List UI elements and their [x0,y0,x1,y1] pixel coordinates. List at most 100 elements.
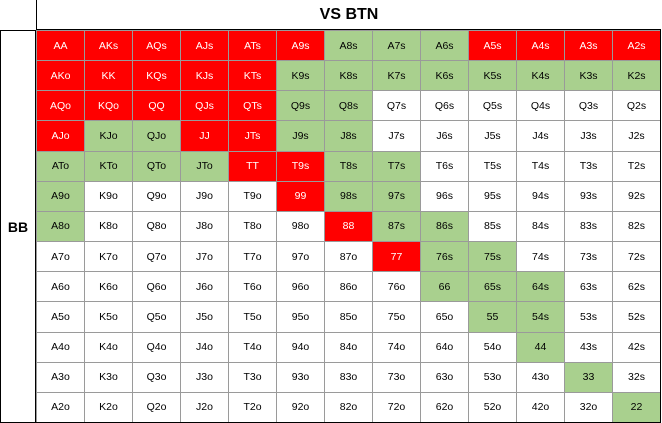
hand-cell[interactable]: 66 [420,271,468,302]
hand-cell[interactable]: A2s [612,30,660,61]
hand-cell[interactable]: 83s [564,210,612,242]
hand-cell[interactable]: 65s [468,271,516,302]
hand-cell[interactable]: J8s [324,120,372,151]
hand-cell[interactable]: Q6o [132,271,180,302]
hand-cell[interactable]: A8s [324,30,372,61]
hand-cell[interactable]: 72s [612,241,660,272]
hand-cell[interactable]: J8o [180,210,228,242]
hand-cell[interactable]: JTo [180,150,228,181]
hand-cell[interactable]: KTs [228,60,276,91]
hand-cell[interactable]: A7o [36,241,84,272]
hand-cell[interactable]: KJs [180,60,228,91]
hand-cell[interactable]: 54s [516,301,564,332]
hand-cell[interactable]: Q6s [420,90,468,121]
hand-cell[interactable]: A5s [468,30,516,61]
hand-cell[interactable]: J7s [372,120,420,151]
hand-cell[interactable]: K3s [564,60,612,91]
hand-cell[interactable]: Q7s [372,90,420,121]
hand-cell[interactable]: 53o [468,361,516,392]
hand-cell[interactable]: A2o [36,391,84,422]
hand-cell[interactable]: QJo [132,120,180,151]
hand-cell[interactable]: 54o [468,331,516,362]
hand-cell[interactable]: 94o [276,331,324,362]
hand-cell[interactable]: AJo [36,120,84,151]
hand-cell[interactable]: K8s [324,60,372,91]
hand-cell[interactable]: QTo [132,150,180,181]
hand-cell[interactable]: 74s [516,241,564,272]
hand-cell[interactable]: AKo [36,60,84,91]
hand-cell[interactable]: 98o [276,210,324,242]
hand-cell[interactable]: Q3s [564,90,612,121]
hand-cell[interactable]: K2o [84,391,132,422]
hand-cell[interactable]: A3o [36,361,84,392]
hand-cell[interactable]: K4s [516,60,564,91]
hand-cell[interactable]: AJs [180,30,228,61]
hand-cell[interactable]: 43s [564,331,612,362]
hand-cell[interactable]: J2o [180,391,228,422]
hand-cell[interactable]: Q4o [132,331,180,362]
hand-cell[interactable]: A6o [36,271,84,302]
hand-cell[interactable]: 62o [420,391,468,422]
hand-cell[interactable]: T5s [468,150,516,181]
hand-cell[interactable]: T5o [228,301,276,332]
hand-cell[interactable]: J6s [420,120,468,151]
hand-cell[interactable]: 98s [324,180,372,211]
hand-cell[interactable]: T3s [564,150,612,181]
hand-cell[interactable]: K9o [84,180,132,211]
hand-cell[interactable]: A7s [372,30,420,61]
hand-cell[interactable]: 86s [420,210,468,242]
hand-cell[interactable]: AA [36,30,84,61]
hand-cell[interactable]: 52s [612,301,660,332]
hand-cell[interactable]: 42o [516,391,564,422]
hand-cell[interactable]: 96o [276,271,324,302]
hand-cell[interactable]: 86o [324,271,372,302]
hand-cell[interactable]: KQs [132,60,180,91]
hand-cell[interactable]: A8o [36,210,84,242]
hand-cell[interactable]: 97o [276,241,324,272]
hand-cell[interactable]: 75s [468,241,516,272]
hand-cell[interactable]: K4o [84,331,132,362]
hand-cell[interactable]: Q9s [276,90,324,121]
hand-cell[interactable]: K5o [84,301,132,332]
hand-cell[interactable]: 65o [420,301,468,332]
hand-cell[interactable]: KJo [84,120,132,151]
hand-cell[interactable]: Q2s [612,90,660,121]
hand-cell[interactable]: T9s [276,150,324,181]
hand-cell[interactable]: 75o [372,301,420,332]
hand-cell[interactable]: 95s [468,180,516,211]
hand-cell[interactable]: 82s [612,210,660,242]
hand-cell[interactable]: Q7o [132,241,180,272]
hand-cell[interactable]: J3s [564,120,612,151]
hand-cell[interactable]: 73o [372,361,420,392]
hand-cell[interactable]: T4s [516,150,564,181]
hand-cell[interactable]: K9s [276,60,324,91]
hand-cell[interactable]: QJs [180,90,228,121]
hand-cell[interactable]: 32s [612,361,660,392]
hand-cell[interactable]: J4s [516,120,564,151]
hand-cell[interactable]: J6o [180,271,228,302]
hand-cell[interactable]: T7o [228,241,276,272]
hand-cell[interactable]: 32o [564,391,612,422]
hand-cell[interactable]: A6s [420,30,468,61]
hand-cell[interactable]: J9o [180,180,228,211]
hand-cell[interactable]: 44 [516,331,564,362]
hand-cell[interactable]: 62s [612,271,660,302]
hand-cell[interactable]: J9s [276,120,324,151]
hand-cell[interactable]: T6s [420,150,468,181]
hand-cell[interactable]: 64s [516,271,564,302]
hand-cell[interactable]: 33 [564,361,612,392]
hand-cell[interactable]: 77 [372,241,420,272]
hand-cell[interactable]: QTs [228,90,276,121]
hand-cell[interactable]: 93s [564,180,612,211]
hand-cell[interactable]: 64o [420,331,468,362]
hand-cell[interactable]: K7s [372,60,420,91]
hand-cell[interactable]: 87s [372,210,420,242]
hand-cell[interactable]: 92s [612,180,660,211]
hand-cell[interactable]: K5s [468,60,516,91]
hand-cell[interactable]: J5o [180,301,228,332]
hand-cell[interactable]: 52o [468,391,516,422]
hand-cell[interactable]: 96s [420,180,468,211]
hand-cell[interactable]: Q5s [468,90,516,121]
hand-cell[interactable]: 85o [324,301,372,332]
hand-cell[interactable]: 53s [564,301,612,332]
